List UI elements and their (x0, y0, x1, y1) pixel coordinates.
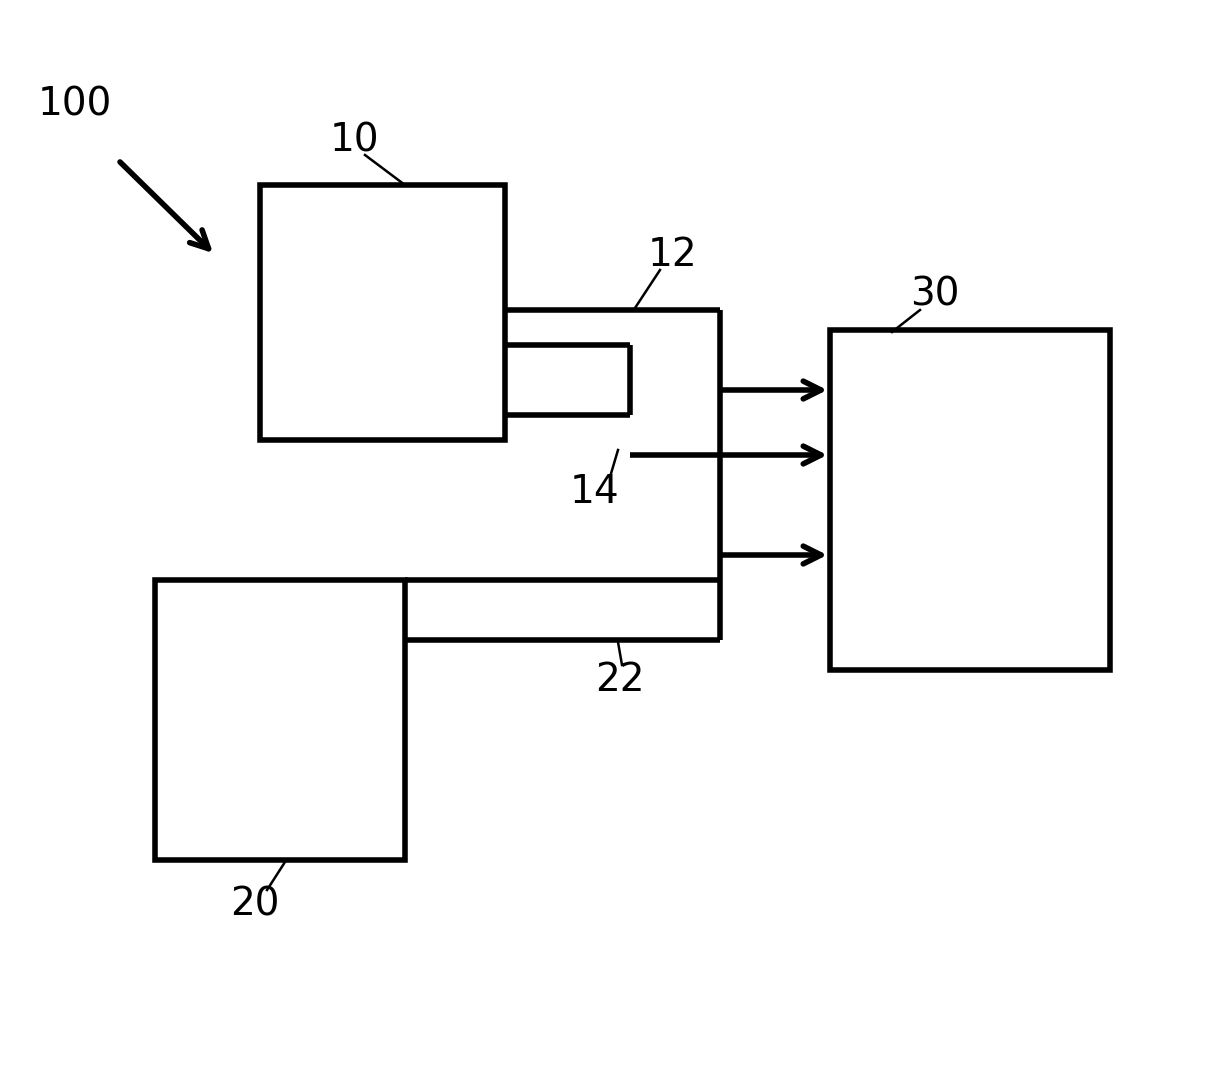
Bar (260, 185, 505, 440)
Text: 10: 10 (331, 121, 380, 159)
Text: 22: 22 (595, 660, 645, 699)
Bar (154, 580, 406, 860)
Text: 100: 100 (37, 86, 112, 124)
Text: 12: 12 (647, 236, 696, 273)
Text: 14: 14 (570, 473, 620, 511)
Text: 20: 20 (231, 886, 280, 924)
Bar (830, 330, 1110, 670)
Text: 30: 30 (910, 276, 960, 313)
